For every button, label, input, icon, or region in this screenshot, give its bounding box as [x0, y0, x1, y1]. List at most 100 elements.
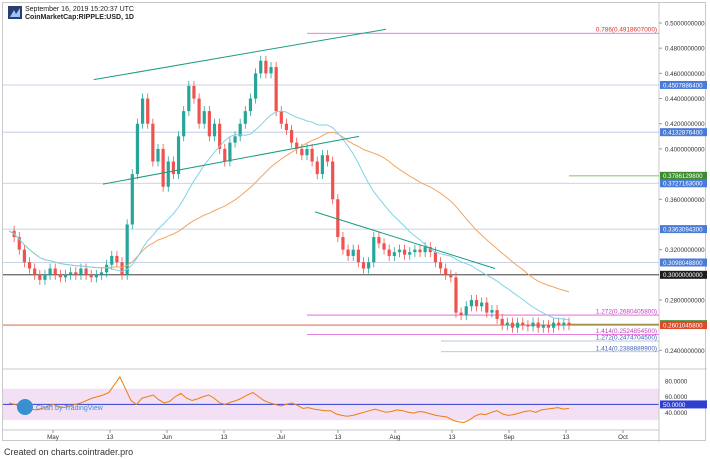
candle-body [63, 274, 68, 278]
candle-body [397, 249, 402, 253]
candle-body [510, 322, 515, 328]
level-label: 0.2601045800 [663, 322, 703, 329]
candle-body [392, 252, 396, 256]
candle-body [99, 272, 104, 275]
level-label: 1.414(0.2524854500) [596, 328, 657, 335]
candle-body [192, 85, 196, 99]
candle-body [105, 264, 109, 273]
candle-body [562, 322, 566, 326]
candle-body [546, 325, 551, 328]
rsi-tick-label: 60.0000 [665, 394, 688, 401]
rsi-line [8, 375, 570, 424]
candle-body [43, 274, 47, 280]
candle-body [218, 123, 222, 149]
y-tick-label: 0.5000000000 [665, 21, 705, 28]
level-label-bg [660, 321, 707, 330]
candle-body [500, 318, 504, 326]
candle-body [408, 252, 412, 255]
candle-body [449, 274, 453, 278]
candle-body [284, 123, 289, 131]
candle-body [146, 98, 150, 124]
candle-body [300, 148, 304, 156]
level-label: 0.3098048800 [663, 260, 703, 267]
candle-body [228, 142, 232, 162]
y-tick-label: 0.2400000000 [665, 348, 705, 355]
candle-body [521, 322, 525, 326]
level-label-bg [660, 128, 707, 137]
candle-body [27, 262, 32, 269]
candle-body [315, 161, 319, 175]
candle-body [110, 255, 114, 265]
level-label-bg [660, 80, 707, 89]
candle-body [372, 237, 376, 263]
candle-body [259, 60, 263, 74]
level-label-bg [660, 171, 707, 180]
x-tick-label: 13 [563, 434, 570, 441]
candle-body [305, 148, 309, 156]
candle-body [22, 249, 27, 263]
candle-body [207, 111, 211, 137]
candle-body [490, 310, 494, 313]
y-tick-label: 0.3600000000 [665, 197, 705, 204]
candle-body [171, 161, 176, 175]
candle-body [295, 142, 299, 149]
candle-body [115, 255, 119, 263]
x-tick-label: May [47, 434, 60, 441]
candle-body [248, 98, 253, 112]
candle-body [382, 243, 386, 250]
candle-body [254, 73, 258, 99]
x-tick-label: 13 [335, 434, 342, 441]
candle-body [536, 322, 540, 328]
candle-body [176, 136, 181, 175]
level-label-bg [660, 258, 707, 267]
candle-body [182, 111, 186, 137]
tradingview-logo-icon [8, 6, 22, 19]
rsi-tick-label: 40.0000 [665, 410, 688, 417]
price-chart[interactable]: 0.5000000000 0.4800000000 0.4600000000 0.44… [3, 3, 707, 442]
candle-body [243, 111, 247, 124]
candle-body [516, 322, 520, 328]
candle-body [325, 155, 330, 162]
candle-body [202, 111, 206, 124]
candle-body [223, 148, 227, 162]
candle-body [361, 262, 366, 269]
level-label: 0.3363094300 [663, 227, 703, 234]
candle-body [469, 300, 473, 307]
candle-body [526, 325, 530, 327]
candle-body [120, 262, 124, 275]
x-tick-label: Sep [503, 434, 515, 441]
candle-body [387, 249, 391, 256]
candle-body [377, 237, 381, 244]
candle-body [197, 98, 201, 124]
candle-body [485, 302, 489, 313]
candle-body [320, 155, 324, 175]
candle-body [413, 249, 417, 253]
candle-body [264, 60, 268, 74]
candle-body [135, 123, 140, 175]
candle-body [279, 111, 283, 124]
level-label: 1.272(0.2680405800) [596, 309, 657, 316]
x-tick-label: Jun [162, 434, 173, 441]
level-label: 0.3727163000 [663, 181, 703, 188]
level-label-bg [660, 225, 707, 234]
candle-body [48, 268, 52, 275]
candle-body [444, 268, 448, 275]
x-tick-label: 13 [107, 434, 114, 441]
candle-body [402, 249, 407, 255]
trendline [102, 135, 360, 185]
footer-credit: Created on charts.cointrader.pro [4, 447, 134, 457]
candle-body [238, 123, 242, 137]
candle-body [125, 224, 129, 275]
candle-body [130, 174, 134, 225]
level-label: 1.414(0.2388889900) [596, 345, 657, 352]
candle-body [269, 67, 273, 74]
candle-body [428, 247, 432, 253]
trendline [314, 211, 496, 270]
candle-body [161, 148, 165, 187]
tradingview-cloud-icon [17, 399, 33, 415]
candle-body [505, 322, 509, 326]
candle-body [166, 161, 170, 187]
level-label: 0.786(0.4918607000) [596, 27, 657, 34]
candle-body [346, 249, 350, 256]
y-tick-label: 0.4000000000 [665, 146, 705, 153]
